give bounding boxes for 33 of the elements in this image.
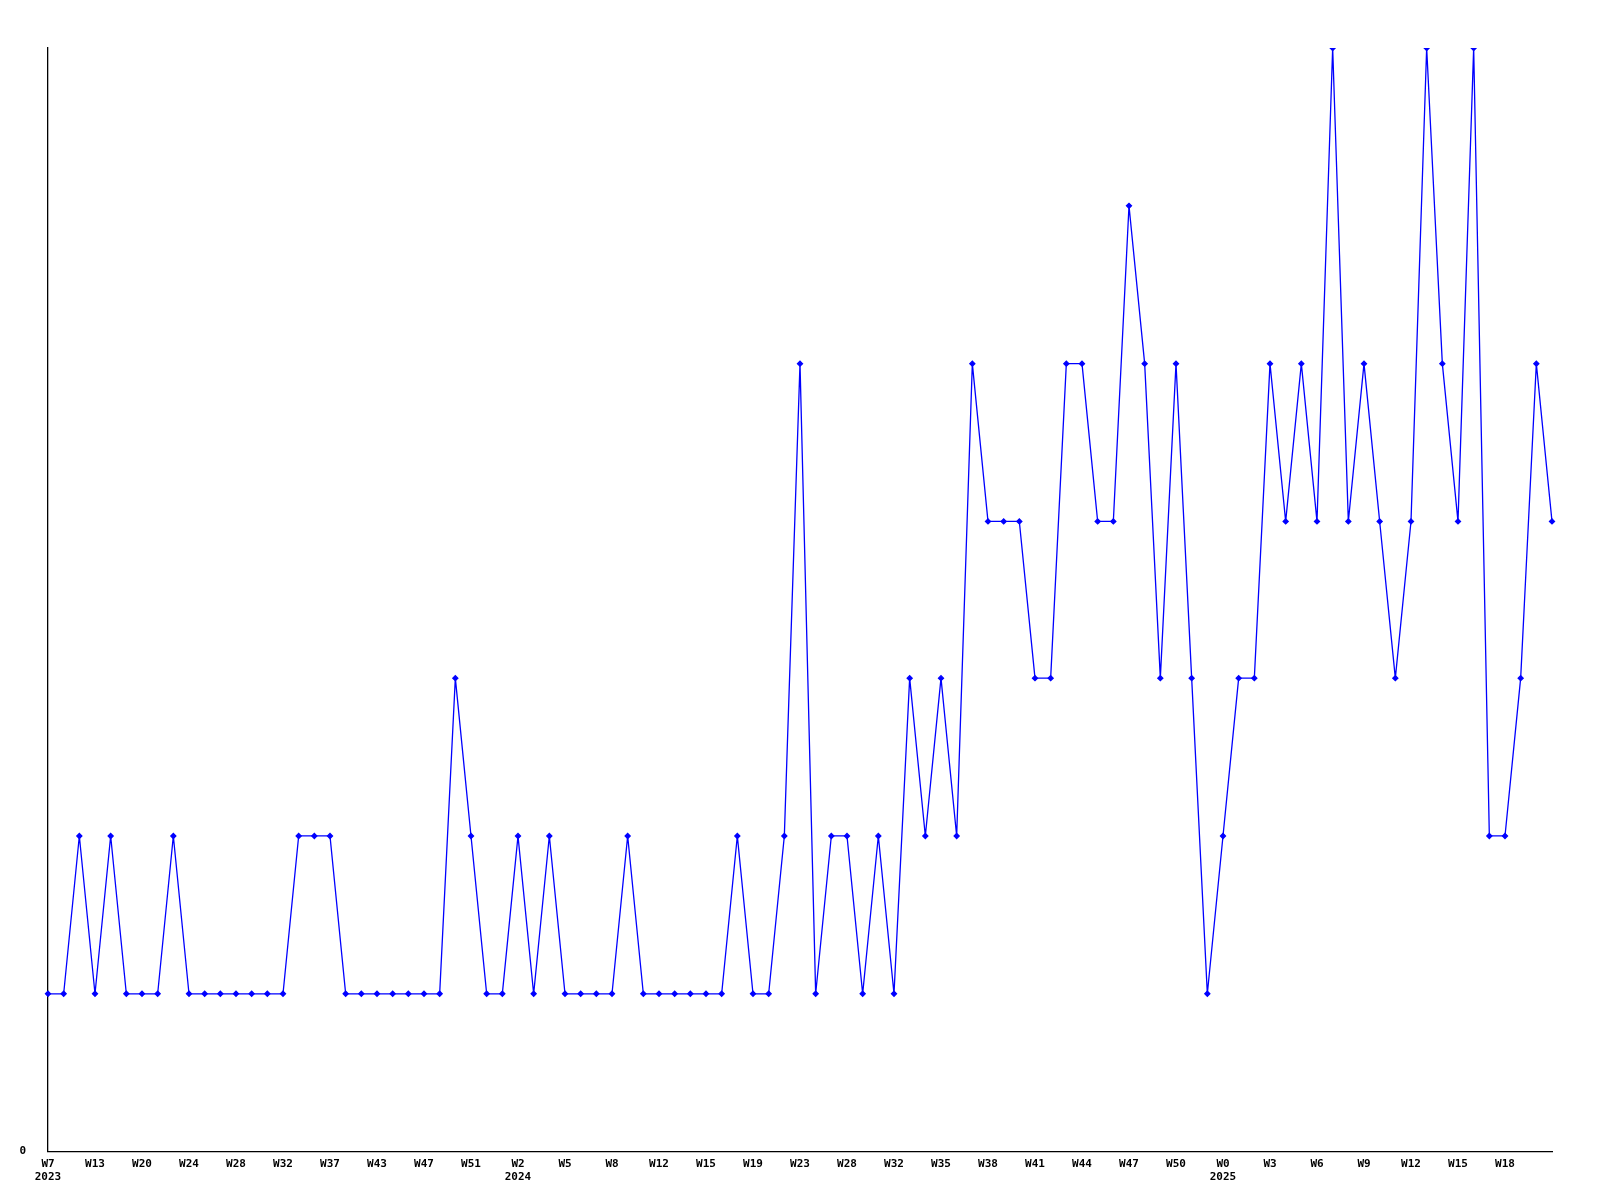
x-tick-label: W47	[1119, 1157, 1139, 1171]
x-tick-label: W44	[1072, 1157, 1093, 1171]
x-tick-label: W12	[649, 1157, 669, 1171]
x-tick-label: W24	[179, 1157, 200, 1171]
x-tick-label: W20	[132, 1157, 152, 1171]
x-tick-label: W50	[1166, 1157, 1186, 1171]
x-tick-label: W18	[1495, 1157, 1515, 1171]
x-tick-label: W23	[790, 1157, 810, 1171]
x-tick-label: W28	[226, 1157, 246, 1171]
x-tick-label: W8	[605, 1157, 619, 1171]
x-tick-label: W37	[320, 1157, 340, 1171]
x-tick-label: W35	[931, 1157, 951, 1171]
x-tick-label: W5	[558, 1157, 572, 1171]
x-tick-label: W9	[1357, 1157, 1371, 1171]
x-tick-label: W43	[367, 1157, 387, 1171]
x-tick-label: W15	[1448, 1157, 1468, 1171]
x-tick-label: W2 2024	[504, 1157, 532, 1184]
x-tick-label: W41	[1025, 1157, 1046, 1171]
text: 0	[19, 1144, 26, 1158]
x-tick-label: W32	[273, 1157, 293, 1171]
x-tick-label: W0 2025	[1209, 1157, 1237, 1184]
x-tick-label: W3	[1263, 1157, 1277, 1171]
x-tick-label: W51	[461, 1157, 482, 1171]
x-tick-label: W19	[743, 1157, 763, 1171]
x-tick-label: W28	[837, 1157, 857, 1171]
x-tick-label: W6	[1310, 1157, 1324, 1171]
x-tick-label: W13	[85, 1157, 105, 1171]
x-tick-label: W47	[414, 1157, 434, 1171]
x-tick-label: W12	[1401, 1157, 1421, 1171]
x-tick-label: W32	[884, 1157, 904, 1171]
x-tick-label: W15	[696, 1157, 716, 1171]
x-tick-label: W7 2023	[34, 1157, 62, 1184]
x-tick-label: W38	[978, 1157, 998, 1171]
